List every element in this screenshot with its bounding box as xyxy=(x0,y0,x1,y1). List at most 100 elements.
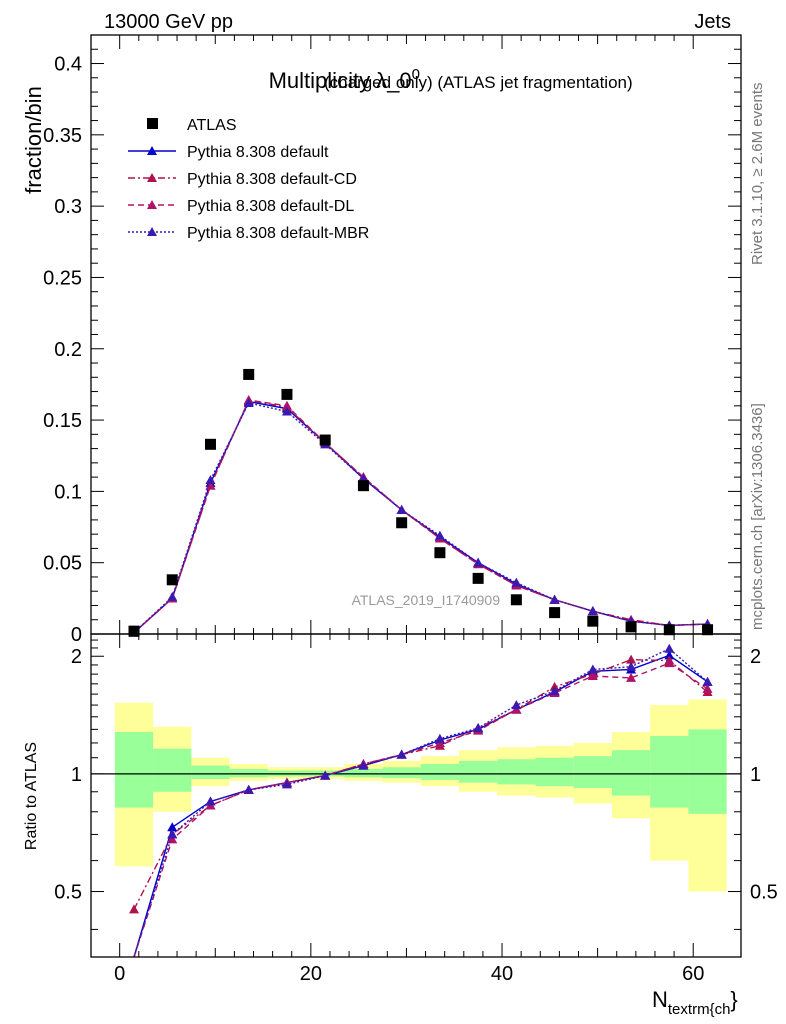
main-plot-axes: 0 0.05 0.1 0.15 0.2 0.25 0.3 0.35 0.4 xyxy=(43,35,741,646)
ratio-series-marker xyxy=(167,829,178,839)
atlas-data-point xyxy=(587,615,599,627)
ratio-plot-frame xyxy=(90,633,742,958)
atlas-data-point xyxy=(357,480,369,492)
atlas-data-point xyxy=(204,438,216,450)
x-tick-label: 60 xyxy=(682,963,704,985)
x-axis-label-tail: } xyxy=(730,987,737,1012)
band-inner-bin xyxy=(153,748,192,792)
rivet-label: Rivet 3.1.10, ≥ 2.6M events xyxy=(749,83,766,266)
ratio-plot-panel: 0.5 0.51 12 20 20 40 60 Ratio to ATLAS Ntextrm… xyxy=(23,633,778,1018)
x-axis-label-sub: textrm{ch xyxy=(668,1001,731,1018)
ratio-series-marker xyxy=(511,704,522,714)
ratio-series-marker xyxy=(664,643,675,653)
series-marker xyxy=(281,400,292,410)
atlas-data-point xyxy=(319,434,331,446)
legend-marker xyxy=(147,227,157,236)
legend-label: Pythia 8.308 default xyxy=(187,144,329,161)
ratio-y-tick-label: 2 xyxy=(71,646,82,668)
ratio-series-marker xyxy=(664,658,675,668)
x-axis-label-main: N xyxy=(652,987,668,1012)
ratio-series-marker xyxy=(702,676,713,686)
band-inner-bin xyxy=(611,750,651,796)
header-energy: 13000 GeV pp xyxy=(104,11,233,33)
band-inner-bin xyxy=(420,763,460,780)
atlas-data-point xyxy=(625,621,637,633)
ratio-y-tick-label: 0.5 xyxy=(54,882,82,904)
y-tick-label: 0.25 xyxy=(43,267,82,289)
ratio-series-marker xyxy=(587,671,598,681)
main-plot-data xyxy=(128,368,714,637)
legend-label: Pythia 8.308 default-MBR xyxy=(187,225,369,242)
series-marker xyxy=(473,557,484,567)
main-plot-panel: 0 0.05 0.1 0.15 0.2 0.25 0.3 0.35 0.4 fraction/b… xyxy=(21,34,742,646)
ratio-series-marker xyxy=(473,723,484,733)
series-marker xyxy=(549,594,560,604)
ratio-series-marker xyxy=(549,685,560,695)
series-marker xyxy=(511,577,522,587)
band-inner-bin xyxy=(114,731,154,808)
series-marker xyxy=(205,480,216,490)
ratio-series-marker xyxy=(587,664,598,674)
band-inner-bin xyxy=(459,760,498,783)
atlas-data-point xyxy=(128,625,140,637)
band-inner-bin xyxy=(344,768,383,778)
ratio-series-marker xyxy=(205,796,216,806)
legend-marker xyxy=(147,173,157,182)
y-tick-label: 0.35 xyxy=(43,125,82,147)
ratio-series-marker xyxy=(396,749,407,759)
y-tick-label: 0.2 xyxy=(54,339,82,361)
ratio-series-line xyxy=(133,662,708,958)
legend-marker xyxy=(147,200,157,209)
atlas-data-point xyxy=(472,572,484,584)
ratio-y-tick-label-right: 0.5 xyxy=(750,882,778,904)
analysis-watermark: ATLAS_2019_I1740909 xyxy=(352,592,501,608)
atlas-data-point xyxy=(166,574,178,586)
ratio-series-line xyxy=(133,647,709,958)
atlas-data-point xyxy=(281,388,293,400)
mcplots-label: mcplots.cern.ch [arXiv:1306.3436] xyxy=(749,403,766,630)
legend-label: Pythia 8.308 default-CD xyxy=(187,171,357,188)
legend: ATLAS Pythia 8.308 default Pythia 8.308 de… xyxy=(128,117,369,242)
main-title-text: Multiplicity λ_0 xyxy=(269,68,412,93)
atlas-data-point xyxy=(702,624,714,636)
atlas-data-point xyxy=(663,624,675,636)
ratio-y-tick-label-right: 1 xyxy=(750,764,761,786)
series-marker xyxy=(281,406,292,416)
x-tick-label: 0 xyxy=(114,963,125,985)
legend-marker-atlas xyxy=(147,118,158,129)
ratio-series-marker xyxy=(320,770,331,780)
ratio-series-marker xyxy=(626,672,637,682)
legend-label: ATLAS xyxy=(187,117,237,134)
series-marker xyxy=(587,606,598,616)
ratio-series-marker xyxy=(702,683,713,693)
y-tick-label: 0.3 xyxy=(54,196,82,218)
ratio-series-marker xyxy=(511,700,522,710)
ratio-series-marker xyxy=(626,654,637,664)
y-tick-label: 0.05 xyxy=(43,553,82,575)
ratio-y-tick-label-right: 2 xyxy=(750,646,761,668)
atlas-data-point xyxy=(396,517,408,529)
header-process: Jets xyxy=(694,11,731,33)
ratio-y-axis-label: Ratio to ATLAS xyxy=(23,742,40,850)
y-tick-label: 0.1 xyxy=(54,481,82,503)
band-inner-bin xyxy=(688,729,727,814)
ratio-plot-data xyxy=(129,643,713,958)
ratio-series-marker xyxy=(281,779,292,789)
main-title-suffix: (charged only) (ATLAS jet fragmentation) xyxy=(324,73,633,92)
ratio-series-marker xyxy=(358,760,369,770)
ratio-series-marker xyxy=(167,822,178,832)
main-y-axis-label: fraction/bin xyxy=(21,86,46,194)
atlas-data-point xyxy=(434,547,446,559)
main-title-superscript: 0 xyxy=(412,66,420,83)
ratio-series-marker xyxy=(664,650,675,660)
x-tick-label: 40 xyxy=(491,963,513,985)
atlas-data-point xyxy=(510,594,522,606)
series-marker xyxy=(243,397,254,407)
ratio-series-marker xyxy=(243,784,254,794)
atlas-data-point xyxy=(243,368,255,380)
band-inner-bin xyxy=(650,736,689,808)
band-inner-bin xyxy=(497,759,536,785)
x-tick-label: 20 xyxy=(300,963,322,985)
ratio-plot-axes: 0.5 0.51 12 20 20 40 60 xyxy=(54,634,778,985)
